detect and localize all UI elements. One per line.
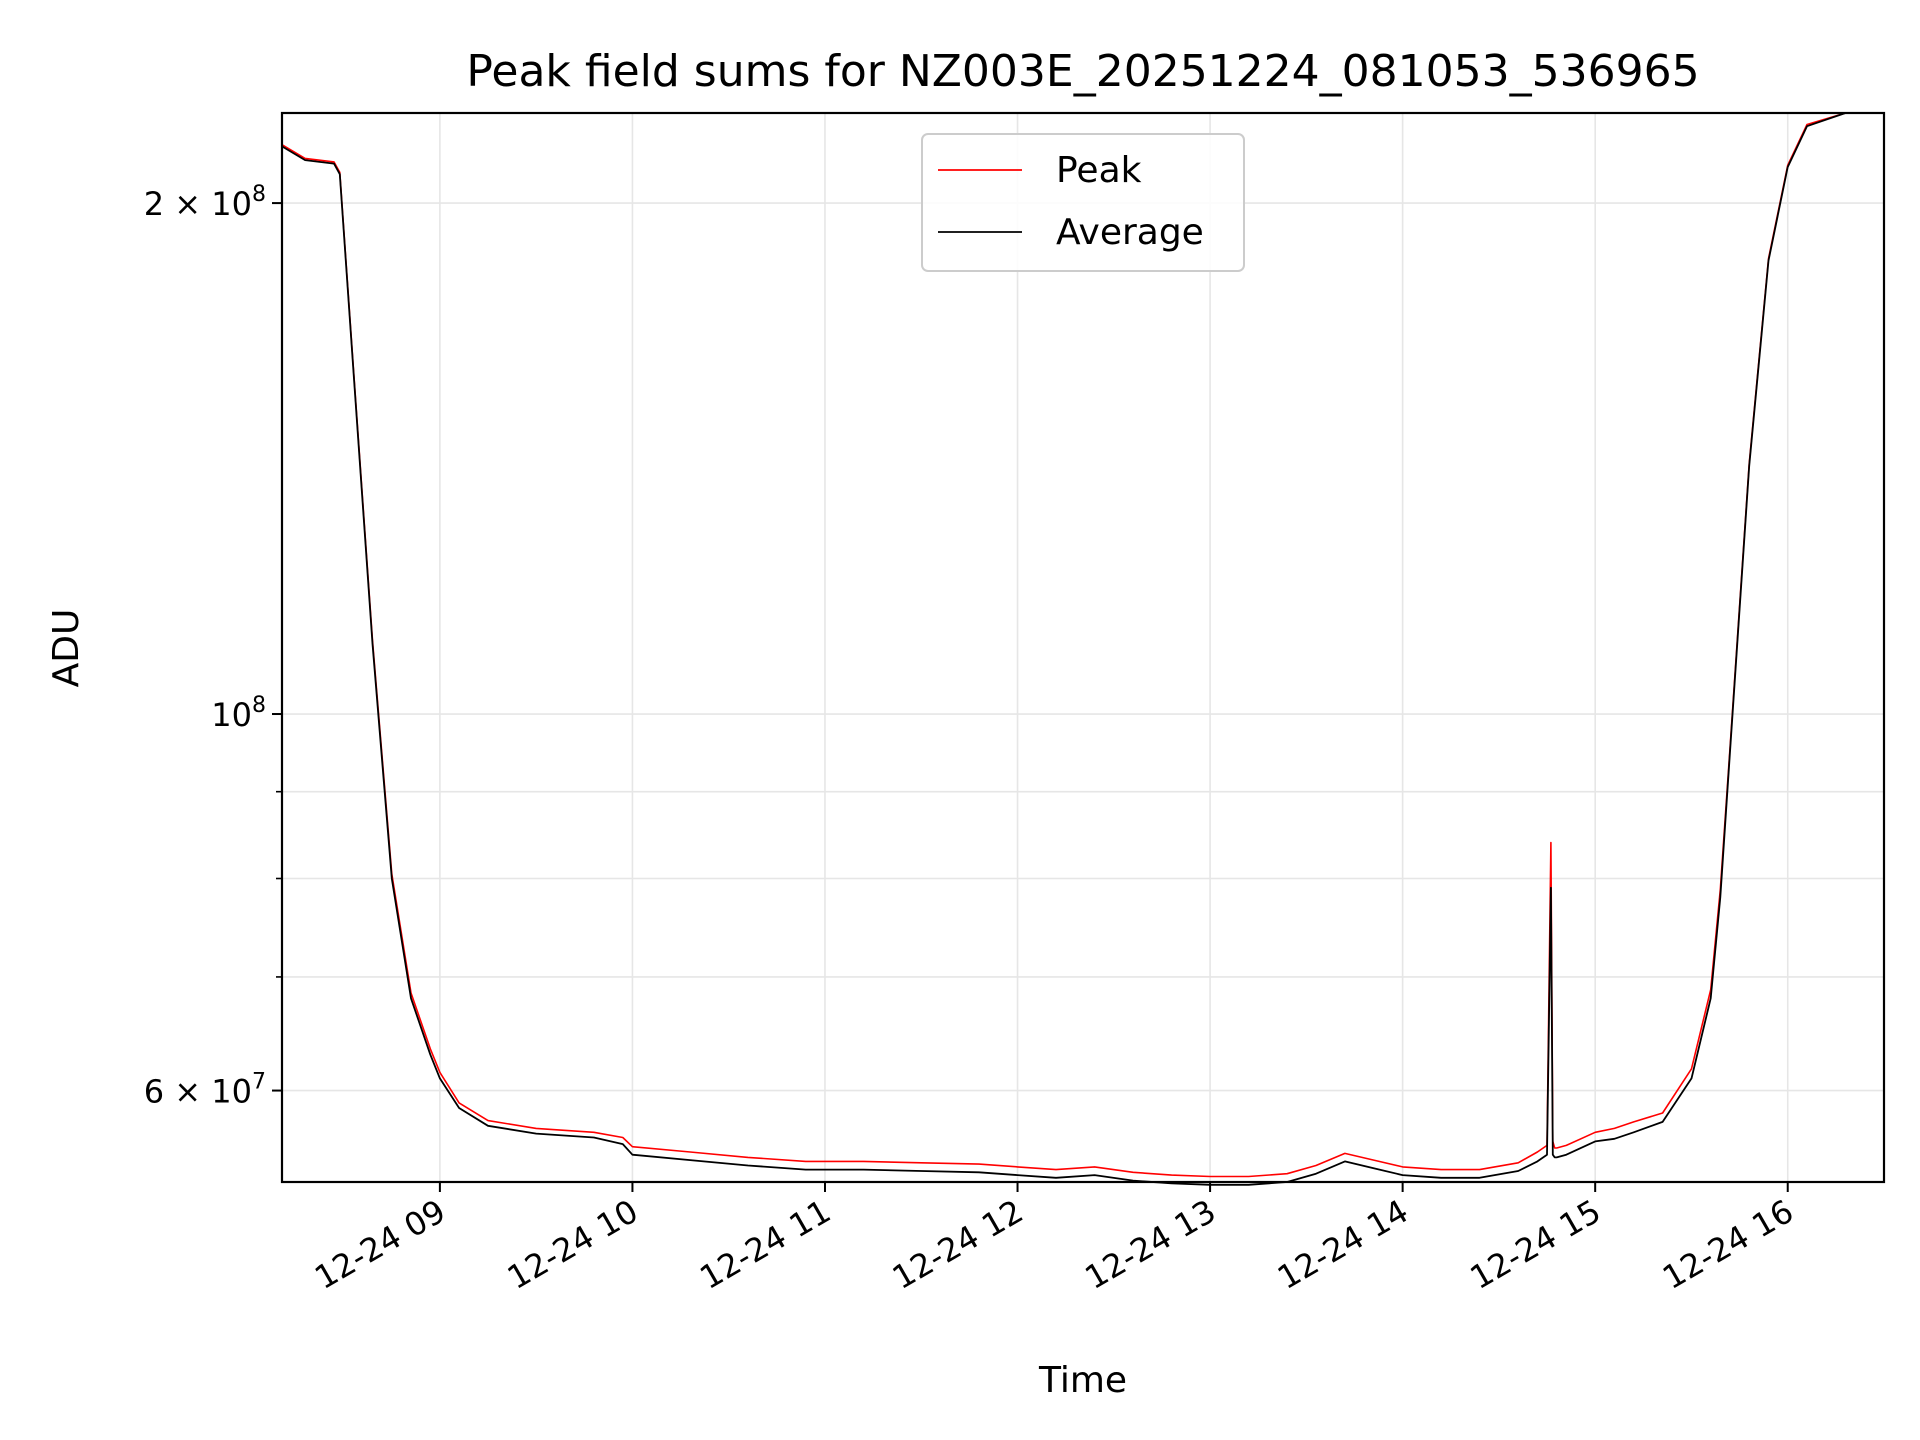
y-tick-label: 108 <box>211 693 266 734</box>
y-axis-label: ADU <box>46 609 87 688</box>
plot-frame <box>280 111 1886 1184</box>
series-line-peak <box>281 112 1884 1178</box>
y-axis-ticks: 6 × 107 108 2 × 108 <box>144 182 282 1111</box>
legend-box <box>921 133 1245 272</box>
legend: Peak Average <box>921 133 1245 272</box>
x-axis-label: Time <box>1038 1360 1127 1401</box>
chart-title: Peak field sums for NZ003E_20251224_0810… <box>466 46 1699 97</box>
series-group <box>281 112 1884 1186</box>
legend-label-peak: Peak <box>1056 150 1142 191</box>
legend-label-average: Average <box>1056 212 1204 253</box>
y-tick-label: 6 × 107 <box>144 1070 266 1111</box>
series-line-average <box>281 112 1884 1186</box>
y-tick-label: 2 × 108 <box>144 182 266 223</box>
